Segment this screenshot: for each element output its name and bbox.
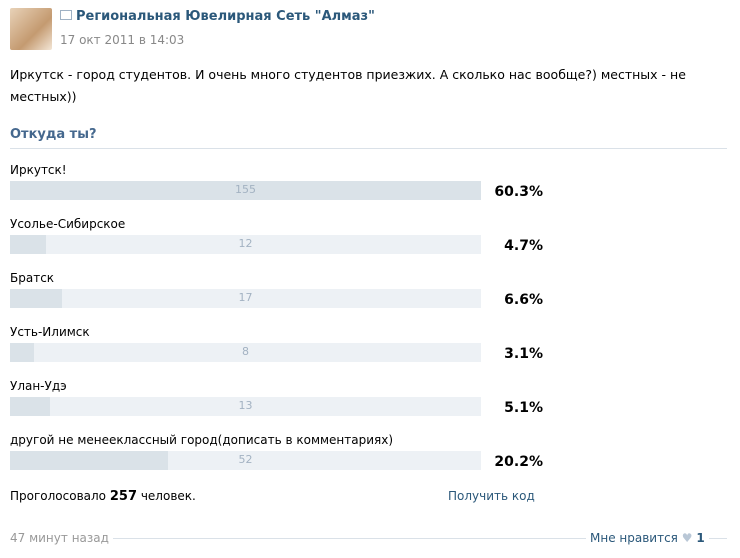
total-suffix: человек.: [140, 489, 196, 503]
option-label: Усть-Илимск: [10, 325, 90, 339]
total-prefix: Проголосовало: [10, 489, 107, 503]
get-code[interactable]: Получить код: [448, 489, 535, 503]
option-fill: [10, 181, 481, 200]
option-label: Усолье-Сибирское: [10, 217, 126, 231]
option-bar: 12: [10, 235, 481, 254]
option-fill: [10, 235, 47, 254]
option-bar: 52: [10, 451, 481, 470]
option-votes: 13: [238, 399, 253, 412]
repost-icon: [60, 10, 72, 20]
heart-icon: ♥: [681, 531, 693, 545]
option-votes: 155: [235, 183, 256, 196]
option-bar: 13: [10, 397, 481, 416]
option-fill: [10, 289, 62, 308]
option-percent: 3.1%: [504, 346, 543, 362]
option-percent: 60.3%: [494, 184, 543, 200]
option-fill: [10, 343, 35, 362]
option-fill: [10, 397, 50, 416]
like-button[interactable]: Мне нравится ♥ 1: [586, 531, 709, 545]
option-label: Иркутск!: [10, 163, 67, 177]
divider: [10, 538, 727, 539]
option-votes: 52: [238, 453, 253, 466]
total: 257: [109, 489, 137, 504]
time: 47 минут назад: [10, 531, 113, 545]
option-votes: 12: [238, 237, 253, 250]
option-bar: 155: [10, 181, 481, 200]
option-bar: 8: [10, 343, 481, 362]
option-label: Братск: [10, 271, 55, 285]
option-label: другой не менееклассный город(дописать в…: [10, 433, 394, 447]
author[interactable]: Региональная Ювелирная Сеть "Алмаз": [76, 9, 375, 24]
date[interactable]: 17 окт 2011 в 14:03: [60, 33, 185, 47]
post-text: Иркутск - город студентов. И очень много…: [10, 67, 686, 104]
like-text: Мне нравится: [590, 531, 678, 545]
option-fill: [10, 451, 168, 470]
option-votes: 8: [242, 345, 249, 358]
option-label: Улан-Удэ: [10, 379, 67, 393]
option-votes: 17: [238, 291, 253, 304]
poll-total: Проголосовало 257 человек.: [10, 489, 196, 504]
option-percent: 20.2%: [494, 454, 543, 470]
option-percent: 4.7%: [504, 238, 543, 254]
like-count: 1: [696, 531, 705, 545]
poll-title: Откуда ты?: [10, 127, 97, 142]
option-bar: 17: [10, 289, 481, 308]
option-percent: 5.1%: [504, 400, 543, 416]
divider: [10, 148, 727, 149]
avatar[interactable]: [10, 8, 52, 50]
option-percent: 6.6%: [504, 292, 543, 308]
